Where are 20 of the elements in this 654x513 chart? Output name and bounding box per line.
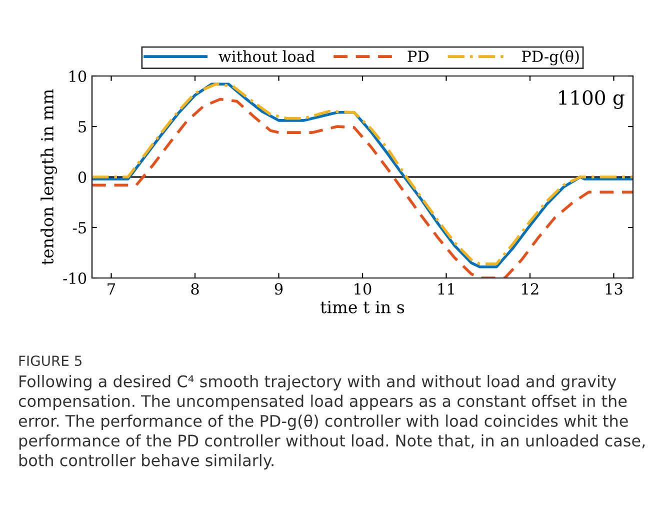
x-tick-label: 8 bbox=[191, 283, 199, 295]
x-tick-label: 10 bbox=[354, 283, 372, 295]
text: Following a desired C⁴ smooth trajectory with and without load and gravity compensation. The uncompensated load appears as a constant offset in the error. The performance of the PD-g(θ) controller with load coincides whit the performance of the PD controller without load. Note that, in an unloaded case, both controller behave similarly. bbox=[18, 375, 645, 470]
x-tick-label: 7 bbox=[108, 283, 116, 294]
x-tick-label: 11 bbox=[438, 283, 454, 294]
legend-label: PD-g(θ) bbox=[522, 50, 579, 66]
annotation: 1100 g bbox=[559, 90, 624, 109]
legend-label: PD bbox=[408, 50, 429, 62]
y-tick-label: -10 bbox=[63, 272, 86, 284]
caption: FIGURE 5 bbox=[19, 356, 82, 366]
x-tick-label: 9 bbox=[274, 283, 283, 295]
y-tick-label: 5 bbox=[78, 121, 86, 133]
x-tick-label: 12 bbox=[522, 283, 538, 294]
y-tick-label: 0 bbox=[78, 171, 86, 184]
y-axis-title: tendon length in mm bbox=[40, 89, 57, 265]
x-tick-label: 13 bbox=[606, 283, 622, 295]
y-tick-label: 10 bbox=[70, 70, 86, 82]
legend-label: without load bbox=[218, 50, 315, 62]
x-axis-title: time t in s bbox=[320, 300, 404, 314]
y-tick-label: -5 bbox=[72, 222, 86, 234]
